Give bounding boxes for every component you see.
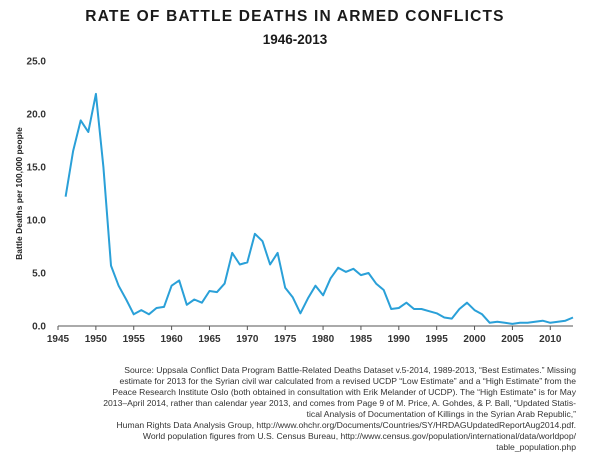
y-tick-label: 5.0: [32, 269, 46, 280]
x-tick-label: 2010: [539, 334, 562, 345]
y-tick-label: 10.0: [27, 216, 47, 227]
source-line: tical Analysis of Documentation of Killi…: [306, 409, 576, 419]
source-line: World population figures from U.S. Censu…: [142, 431, 576, 441]
x-tick-label: 1945: [47, 334, 70, 345]
x-tick-label: 1955: [123, 334, 146, 345]
y-axis-label: Battle Deaths per 100,000 people: [14, 127, 24, 260]
source-line: 2013–April 2014, rather than calendar ye…: [103, 398, 576, 408]
source-line: estimate for 2013 for the Syrian civil w…: [119, 376, 576, 386]
x-tick-label: 1985: [350, 334, 373, 345]
x-tick-label: 1995: [426, 334, 449, 345]
y-tick-label: 20.0: [27, 110, 47, 121]
source-note: Source: Uppsala Conflict Data Program Ba…: [6, 365, 576, 453]
y-axis-ticks: 0.0 5.0 10.0 15.0 20.0 25.0: [27, 57, 47, 333]
x-tick-label: 1980: [312, 334, 335, 345]
chart-subtitle: 1946-2013: [262, 32, 328, 47]
source-line: Source: Uppsala Conflict Data Program Ba…: [124, 365, 576, 375]
x-tick-label: 2005: [501, 334, 524, 345]
y-tick-label: 0.0: [32, 322, 46, 333]
y-tick-label: 25.0: [27, 57, 47, 68]
series-line: [64, 92, 574, 325]
x-tick-label: 1965: [198, 334, 221, 345]
chart-title: RATE OF BATTLE DEATHS IN ARMED CONFLICTS: [85, 8, 505, 25]
x-tick-label: 1950: [85, 334, 108, 345]
source-line: Human Rights Data Analysis Group, http:/…: [116, 420, 576, 430]
y-tick-label: 15.0: [27, 163, 47, 174]
source-line: Peace Research Institute Oslo (both obta…: [112, 387, 576, 397]
line-chart: 0.05.010.015.020.025.0 1945 1950 1955 1960 1…: [14, 57, 574, 345]
x-tick-label: 1970: [236, 334, 259, 345]
x-tick-label: 1975: [274, 334, 297, 345]
x-axis-ticks: 1945 1950 1955 1960 1965 1970 1975 1980 1985 1990…: [47, 326, 562, 345]
source-line: table_population.php: [496, 442, 576, 452]
x-tick-label: 2000: [463, 334, 486, 345]
x-tick-label: 1960: [160, 334, 183, 345]
x-tick-label: 1990: [388, 334, 411, 345]
